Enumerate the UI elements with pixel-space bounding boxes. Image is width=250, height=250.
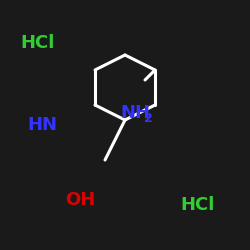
Text: NH: NH [120,104,150,122]
Text: HCl: HCl [20,34,54,52]
Text: 2: 2 [144,112,152,125]
Text: OH: OH [65,191,95,209]
Text: HN: HN [28,116,58,134]
Text: HCl: HCl [180,196,214,214]
